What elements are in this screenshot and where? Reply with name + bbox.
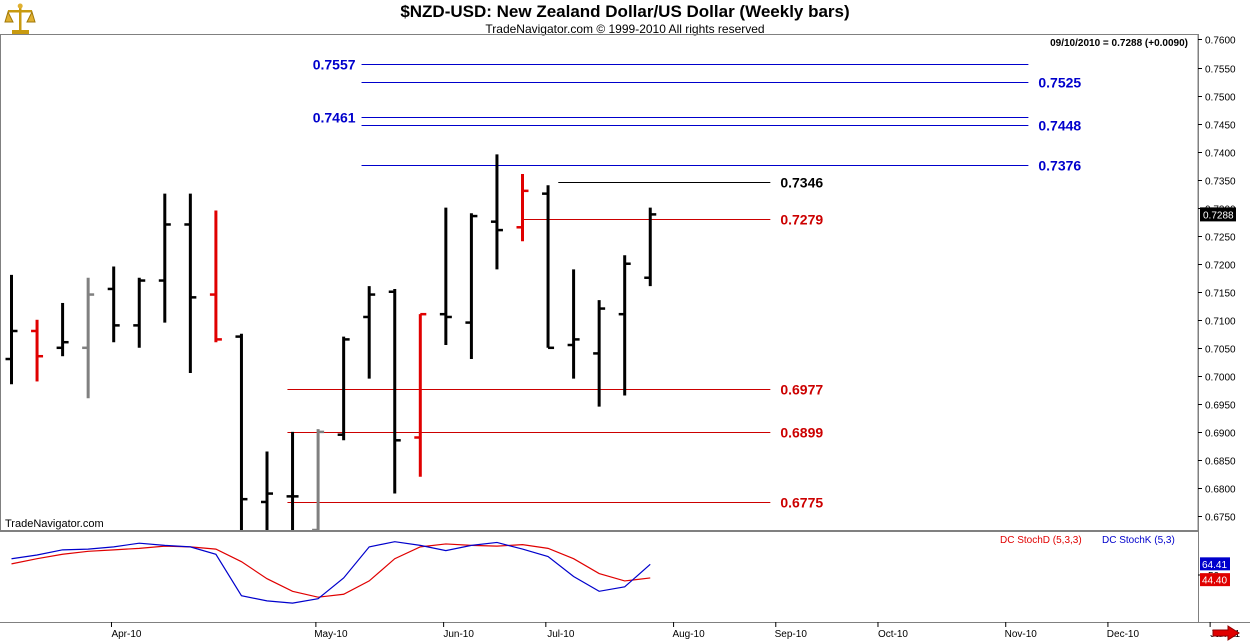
x-tick-label-Jul-10: Jul-10 — [547, 629, 575, 640]
x-tick-label-Jun-10: Jun-10 — [443, 629, 474, 640]
level-label-0.7525: 0.7525 — [1038, 75, 1081, 91]
ohlc-bar — [363, 286, 376, 379]
y-tick-label: 0.7150 — [1205, 289, 1236, 300]
watermark-label: TradeNavigator.com — [5, 518, 104, 530]
stoch-d-legend: DC StochD (5,3,3) — [1000, 535, 1082, 546]
ohlc-bar — [644, 207, 657, 287]
ohlc-bar — [618, 255, 631, 396]
level-label-0.7279: 0.7279 — [780, 212, 823, 228]
ohlc-bar — [5, 274, 18, 385]
ohlc-bar — [490, 154, 503, 270]
ohlc-bar — [312, 429, 325, 532]
y-tick-label: 0.7050 — [1205, 345, 1236, 356]
x-tick-label-Oct-10: Oct-10 — [878, 629, 908, 640]
last-price-box — [1200, 207, 1236, 222]
last-price-info: 09/10/2010 = 0.7288 (+0.0090) — [1050, 38, 1188, 49]
stoch-d-line — [11, 543, 651, 598]
stoch-k-legend: DC StochK (5,3) — [1102, 535, 1175, 546]
x-tick-label-May-10: May-10 — [314, 629, 348, 640]
gold-scale-icon — [4, 3, 36, 34]
y-tick-label: 0.7100 — [1205, 317, 1236, 328]
stoch-k-last-label: 64.41 — [1202, 560, 1227, 571]
ohlc-bar — [261, 451, 273, 530]
level-label-0.7376: 0.7376 — [1038, 158, 1081, 174]
ohlc-bar — [56, 302, 69, 357]
ohlc-bar — [542, 185, 555, 350]
level-label-0.6977: 0.6977 — [780, 382, 823, 398]
ohlc-bar — [235, 333, 248, 530]
chart-title: $NZD-USD: New Zealand Dollar/US Dollar (… — [400, 2, 850, 21]
stoch-k-line — [11, 541, 651, 604]
y-tick-label: 0.7350 — [1205, 177, 1236, 188]
ohlc-bar — [184, 193, 197, 374]
ohlc-bar — [465, 213, 478, 360]
ohlc-bar — [593, 300, 606, 407]
ohlc-bar — [388, 288, 401, 494]
y-tick-label: 0.7250 — [1205, 233, 1236, 244]
stoch-d-last-label: 44.40 — [1202, 576, 1227, 587]
ohlc-bar — [567, 269, 580, 379]
y-tick-label: 0.6800 — [1205, 485, 1236, 496]
ohlc-bar — [414, 312, 427, 477]
y-tick-label: 0.7450 — [1205, 121, 1236, 132]
y-tick-label: 0.7200 — [1205, 261, 1236, 272]
ohlc-bar — [337, 336, 350, 441]
level-label-0.6775: 0.6775 — [780, 495, 823, 511]
x-tick-label-Sep-10: Sep-10 — [775, 629, 808, 640]
y-tick-label: 0.7600 — [1205, 36, 1236, 47]
level-label-0.7346: 0.7346 — [780, 175, 823, 191]
y-tick-label: 0.7400 — [1205, 149, 1236, 160]
level-label-0.7461: 0.7461 — [313, 110, 356, 126]
ohlc-bar — [107, 266, 120, 343]
ohlc-bar — [209, 210, 222, 343]
ohlc-bar — [439, 207, 452, 346]
ohlc-bar — [31, 319, 44, 382]
red-arrow-right-icon[interactable] — [1212, 625, 1240, 641]
price-panel-frame — [0, 34, 1199, 531]
chart-subtitle: TradeNavigator.com © 1999-2010 All right… — [485, 22, 765, 36]
level-label-0.6899: 0.6899 — [780, 425, 823, 441]
x-tick-label-Nov-10: Nov-10 — [1005, 629, 1038, 640]
y-tick-label: 0.7000 — [1205, 373, 1236, 384]
y-tick-label: 0.6900 — [1205, 429, 1236, 440]
y-tick-label: 0.6750 — [1205, 513, 1236, 524]
ohlc-bar — [133, 277, 146, 348]
ohlc-bar — [286, 431, 299, 530]
stoch-k-last-box — [1200, 557, 1230, 571]
stoch-d-last-box — [1200, 573, 1230, 587]
x-tick-label-Apr-10: Apr-10 — [111, 629, 141, 640]
ohlc-bar — [516, 174, 529, 242]
level-label-0.7557: 0.7557 — [313, 57, 356, 73]
x-tick-label-Dec-10: Dec-10 — [1107, 629, 1140, 640]
ohlc-bar — [82, 277, 95, 399]
last-price-label: 0.7288 — [1203, 210, 1234, 221]
y-tick-label: 0.6950 — [1205, 401, 1236, 412]
x-tick-label-Aug-10: Aug-10 — [672, 629, 705, 640]
y-tick-label: 0.6850 — [1205, 457, 1236, 468]
level-label-0.7448: 0.7448 — [1038, 118, 1081, 134]
y-tick-label: 0.7500 — [1205, 93, 1236, 104]
y-tick-label: 0.7550 — [1205, 65, 1236, 76]
ohlc-bar — [158, 193, 171, 323]
